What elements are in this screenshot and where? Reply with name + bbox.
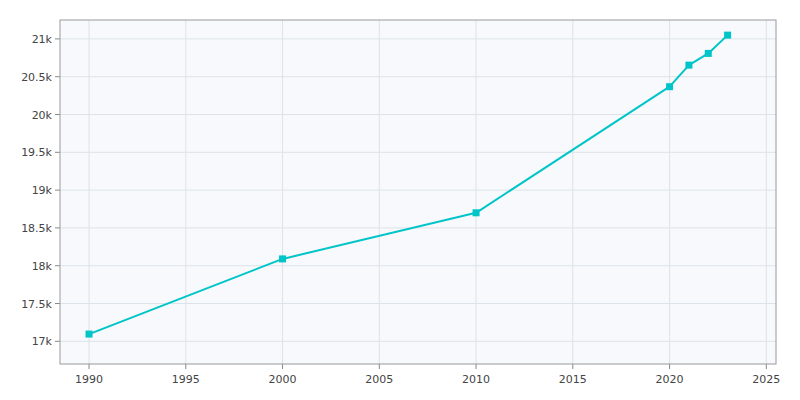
y-tick <box>55 152 60 153</box>
y-tick-label: 21k <box>32 33 53 46</box>
y-tick-label: 19.5k <box>21 146 52 159</box>
y-tick-label: 17k <box>32 335 53 348</box>
y-tick <box>55 265 60 266</box>
x-grid-line <box>476 20 477 364</box>
marker <box>685 62 692 69</box>
y-grid-line <box>60 190 776 191</box>
y-tick <box>55 38 60 39</box>
x-tick <box>476 364 477 369</box>
x-tick <box>766 364 767 369</box>
y-tick-label: 17.5k <box>21 298 52 311</box>
marker <box>279 255 286 262</box>
y-tick <box>55 303 60 304</box>
x-tick-label: 2000 <box>269 373 297 386</box>
y-tick-label: 19k <box>32 184 53 197</box>
y-grid-line <box>60 152 776 153</box>
chart-container: 1990 1995 2000 2005 2010 2015 2020 2025 17k 17.5k… <box>0 0 800 400</box>
x-grid-line <box>185 20 186 364</box>
grid <box>60 20 776 364</box>
y-tick <box>55 227 60 228</box>
y-tick-label: 18.5k <box>21 222 52 235</box>
x-tick-label: 2010 <box>462 373 490 386</box>
x-tick <box>185 364 186 369</box>
plot-frame <box>60 20 776 364</box>
x-grid-line <box>282 20 283 364</box>
x-grid-line <box>572 20 573 364</box>
axes: 1990 1995 2000 2005 2010 2015 2020 2025 17k 17.5k… <box>21 33 780 386</box>
y-tick-label: 20.5k <box>21 71 52 84</box>
y-grid-line <box>60 265 776 266</box>
marker <box>666 83 673 90</box>
x-tick <box>669 364 670 369</box>
x-tick <box>89 364 90 369</box>
y-tick <box>55 114 60 115</box>
x-tick-label: 2020 <box>656 373 684 386</box>
x-tick-label: 2005 <box>365 373 393 386</box>
chart-svg: 1990 1995 2000 2005 2010 2015 2020 2025 17k 17.5k… <box>0 0 800 400</box>
line <box>89 35 728 334</box>
x-tick <box>379 364 380 369</box>
x-grid-line <box>669 20 670 364</box>
y-grid-line <box>60 341 776 342</box>
plot-background <box>60 20 776 364</box>
y-grid-line <box>60 76 776 77</box>
marker <box>86 331 93 338</box>
x-tick-label: 1990 <box>75 373 103 386</box>
y-tick-label: 18k <box>32 260 53 273</box>
marker <box>473 209 480 216</box>
x-tick <box>282 364 283 369</box>
y-tick <box>55 190 60 191</box>
x-grid-line <box>766 20 767 364</box>
marker <box>705 50 712 57</box>
x-tick <box>572 364 573 369</box>
x-grid-line <box>89 20 90 364</box>
x-tick-label: 2015 <box>559 373 587 386</box>
series <box>86 32 732 338</box>
y-grid-line <box>60 114 776 115</box>
x-tick-label: 1995 <box>172 373 200 386</box>
y-tick <box>55 341 60 342</box>
y-tick-label: 20k <box>32 109 53 122</box>
x-tick-label: 2025 <box>752 373 780 386</box>
x-grid-line <box>379 20 380 364</box>
marker <box>724 32 731 39</box>
y-tick <box>55 76 60 77</box>
y-grid-line <box>60 38 776 39</box>
